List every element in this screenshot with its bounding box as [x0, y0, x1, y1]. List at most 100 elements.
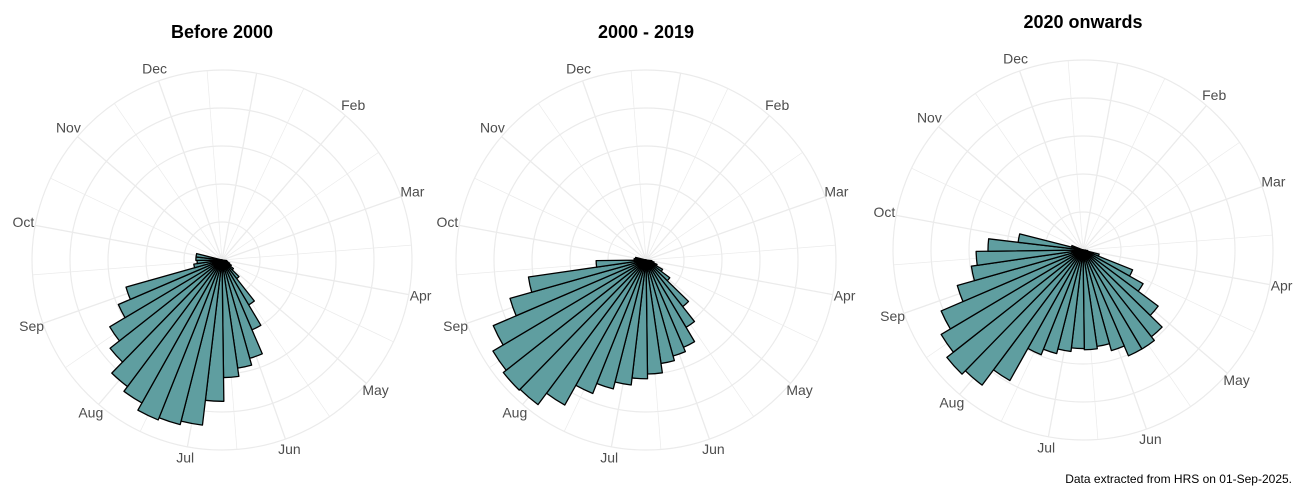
month-label: Jun	[278, 441, 301, 457]
grid-spoke-minor	[206, 70, 223, 261]
month-label: Dec	[1003, 50, 1028, 66]
grid-spoke-minor	[630, 70, 647, 261]
grid-spoke	[938, 126, 1084, 251]
bar	[1082, 249, 1143, 357]
grid-spoke-minor	[114, 103, 223, 261]
month-label: Nov	[917, 110, 942, 126]
grid-ring	[69, 107, 375, 413]
grid-spoke-minor	[1082, 142, 1240, 251]
grid-spoke-minor	[32, 259, 223, 276]
grid-ring	[493, 107, 799, 413]
grid-spoke	[221, 115, 346, 261]
bar	[1070, 244, 1084, 251]
grid-spoke-minor	[975, 93, 1084, 251]
bar	[1017, 233, 1084, 251]
grid-ring	[31, 69, 413, 451]
month-label: Dec	[566, 60, 591, 76]
grid-spoke-minor	[1082, 234, 1273, 251]
grid-spoke	[501, 136, 647, 261]
data-source-caption: Data extracted from HRS on 01-Sep-2025.	[1065, 472, 1292, 486]
grid-spoke-minor	[538, 103, 647, 261]
grid-spoke-minor	[645, 259, 818, 343]
bar	[940, 249, 1084, 353]
grid-ring	[892, 59, 1274, 441]
grid-spoke	[221, 259, 367, 384]
grid-spoke	[221, 73, 258, 261]
polar-chart-1: Before 2000 Dec Feb Mar Apr May Jun Jul Aug Sep Oc…	[13, 22, 432, 465]
month-label: Aug	[502, 404, 527, 420]
grid-spoke-minor	[50, 177, 223, 261]
grid-spoke	[645, 259, 791, 384]
bar	[195, 252, 223, 261]
bar	[970, 249, 1084, 282]
bar	[137, 259, 223, 421]
grid-spoke-minor	[911, 167, 1084, 251]
month-label: Feb	[341, 97, 365, 113]
grid-spoke	[35, 224, 223, 261]
grid-spoke-minor	[645, 88, 729, 261]
chart-title: 2000 - 2019	[598, 22, 694, 42]
polar-chart-2: 2000 - 2019 Dec Feb Mar Apr May Jun Jul Aug Sep Oc…	[437, 22, 856, 465]
grid-spoke-minor	[1082, 78, 1166, 251]
grid-spoke	[645, 195, 826, 261]
grid-spoke-minor	[645, 244, 836, 261]
month-label: May	[1223, 372, 1249, 388]
grid-spoke-minor	[221, 88, 305, 261]
month-label: Jun	[1139, 431, 1162, 447]
grid-spoke	[645, 259, 833, 296]
month-label: Feb	[1202, 87, 1226, 103]
bar	[193, 259, 223, 269]
grid-spoke	[645, 73, 682, 261]
grid-ring	[455, 69, 837, 451]
month-label: Nov	[56, 120, 81, 136]
bar	[492, 259, 647, 371]
bar	[634, 256, 647, 261]
grid-spoke	[221, 259, 409, 296]
grid-spoke	[1082, 185, 1263, 251]
bar	[125, 259, 223, 301]
month-label: Jun	[702, 441, 725, 457]
month-label: Apr	[834, 288, 856, 304]
grid-spoke	[157, 80, 223, 261]
grid-spoke-minor	[221, 259, 394, 343]
grid-spoke	[1082, 63, 1119, 251]
grid-spoke	[1082, 249, 1270, 286]
month-label: Nov	[480, 120, 505, 136]
month-label: Jul	[600, 449, 618, 465]
grid-spoke-minor	[221, 244, 412, 261]
month-label: Sep	[880, 308, 905, 324]
month-label: Mar	[400, 183, 424, 199]
month-label: Oct	[437, 214, 459, 230]
bar	[109, 259, 223, 363]
bar	[1082, 249, 1125, 352]
grid-spoke	[1018, 70, 1084, 251]
month-label: May	[362, 382, 388, 398]
chart-title: Before 2000	[171, 22, 273, 42]
month-label: Mar	[824, 183, 848, 199]
month-label: Sep	[19, 318, 44, 334]
bar	[975, 249, 1084, 266]
month-label: Apr	[410, 288, 432, 304]
grid-spoke	[459, 224, 647, 261]
month-label: May	[786, 382, 812, 398]
month-label: Jul	[176, 449, 194, 465]
bar	[987, 238, 1084, 252]
month-label: Aug	[78, 404, 103, 420]
bar	[956, 249, 1084, 303]
bar	[946, 249, 1084, 375]
grid-spoke	[77, 136, 223, 261]
month-label: Mar	[1261, 173, 1285, 189]
month-label: Feb	[765, 97, 789, 113]
grid-spoke-minor	[221, 152, 379, 261]
bar	[1082, 249, 1098, 351]
grid-spoke-minor	[1067, 60, 1084, 251]
bar	[492, 259, 647, 346]
grid-spoke	[221, 195, 402, 261]
polar-chart-3: 2020 onwards Dec Feb Mar Apr May Jun Jul Aug Sep O…	[874, 12, 1293, 455]
month-label: Aug	[939, 394, 964, 410]
month-label: Jul	[1037, 439, 1055, 455]
bar	[509, 259, 647, 317]
bar	[527, 259, 647, 293]
grid-spoke-minor	[645, 152, 803, 261]
